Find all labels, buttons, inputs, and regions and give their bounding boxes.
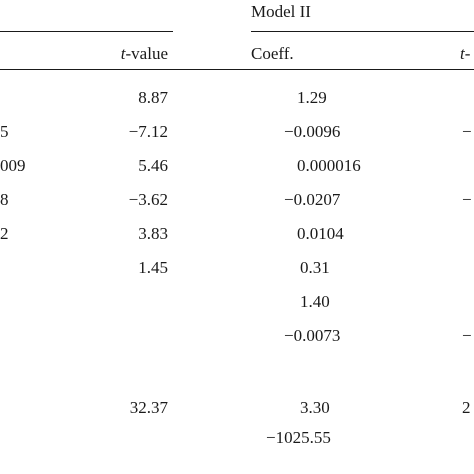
tvalue-cell: 8.87 [138, 88, 168, 107]
right-cut-cell: − [462, 190, 472, 209]
tvalue-header: t-value [121, 44, 168, 64]
model-ii-header: Model II [251, 2, 311, 21]
partial-tvalue-header: t- [460, 44, 471, 63]
tvalue-header-italic: t [120, 44, 126, 63]
coeff-cell: −1025.55 [266, 428, 331, 447]
top-rule-left [0, 31, 173, 33]
tvalue-cell: 5.46 [138, 156, 168, 175]
header-rule [0, 69, 474, 71]
top-rule-model-ii [251, 31, 474, 33]
right-cut-cell: − [462, 122, 472, 141]
tvalue-cell: 3.83 [138, 224, 168, 243]
tvalue-cell: −3.62 [128, 190, 168, 209]
tvalue-cell: 32.37 [129, 398, 168, 417]
tvalue-header-suffix: -value [125, 44, 168, 63]
left-cut-cell: 8 [0, 190, 9, 209]
right-cut-cell: − [462, 326, 472, 345]
coeff-cell: −0.0096 [284, 122, 341, 141]
coeff-header: Coeff. [251, 44, 294, 63]
tvalue-cell: 1.45 [138, 258, 168, 277]
coeff-cell: 3.30 [300, 398, 330, 417]
left-cut-cell: 009 [0, 156, 26, 175]
left-cut-cell: 5 [0, 122, 9, 141]
coeff-cell: 0.0104 [297, 224, 344, 243]
right-cut-cell: 2 [462, 398, 471, 417]
tvalue-cell: −7.12 [128, 122, 168, 141]
coeff-cell: −0.0207 [284, 190, 341, 209]
coeff-cell: 1.40 [300, 292, 330, 311]
coeff-cell: 1.29 [297, 88, 327, 107]
left-cut-cell: 2 [0, 224, 9, 243]
coeff-cell: 0.31 [300, 258, 330, 277]
coeff-cell: −0.0073 [284, 326, 341, 345]
coeff-cell: 0.000016 [297, 156, 361, 175]
